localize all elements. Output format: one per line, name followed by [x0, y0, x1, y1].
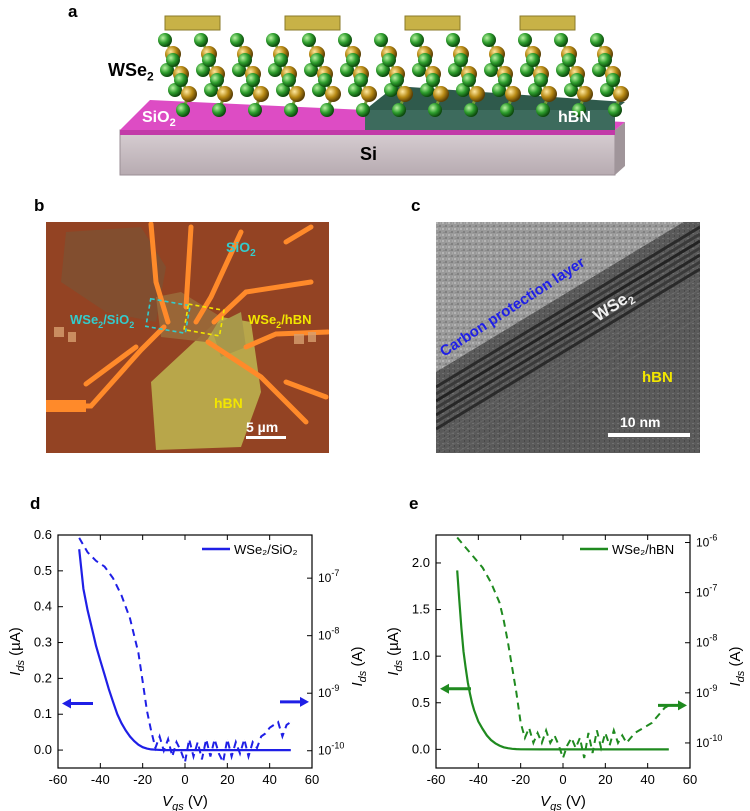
chart-d-x-tick-label: 40 [262, 772, 276, 787]
chart-d-y-axis-label: Ids (µA) [7, 627, 27, 676]
panel-label-d: d [30, 494, 41, 513]
chart-e-y-tick-label: 2.0 [412, 555, 430, 570]
chart-e-x-tick-label: -40 [469, 772, 488, 787]
chart-e-x-axis-label: Vgs (V) [540, 793, 586, 811]
chart-e-y2-tick-label: 10-9 [696, 683, 717, 700]
optical-micrograph: SiO2 WSe2/SiO2 WSe2/hBN hBN 5 µm [46, 222, 329, 453]
chart-e-x-tick-label: 60 [683, 772, 697, 787]
chart-e-x-tick-label: 20 [598, 772, 612, 787]
wse2-hbn-region-box [183, 303, 225, 337]
chart-d-y-tick-label: 0.0 [34, 742, 52, 757]
chart-d-y2-tick-label: 10-10 [318, 741, 344, 758]
panel-label-c: c [411, 196, 421, 215]
chart-d-x-axis-label: Vgs (V) [162, 793, 208, 811]
hbn-optical-label: hBN [214, 395, 243, 411]
chart-e-y2-tick-label: 10-6 [696, 533, 717, 550]
chart-e-plot-frame [435, 534, 691, 769]
chart-e-right-arrow-head [678, 700, 687, 711]
scale-bar-label-c: 10 nm [620, 414, 660, 430]
chart-e-left-arrow-head [440, 683, 449, 694]
chart-d-plot-frame [57, 534, 313, 769]
panel-label-a: a [68, 2, 78, 21]
transfer-curve-chart-wse2-hbn: -60 -40 -20 0 20 40 60 0.0 0.5 1.0 1.5 2.0 10-10 10-9… [385, 533, 747, 811]
chart-e-log-series-line [456, 536, 670, 762]
hbn-tem-label: hBN [642, 369, 673, 386]
scale-bar-b [246, 436, 286, 439]
chart-d-linear-series-line [78, 549, 291, 752]
chart-d-x-tick-label: 0 [181, 772, 188, 787]
chart-e-x-tick-label: 0 [559, 772, 566, 787]
wse2-hbn-label: WSe2/hBN [248, 312, 312, 330]
chart-e-y-tick-label: 0.0 [412, 741, 430, 756]
chart-e-linear-series-line [456, 570, 669, 751]
chart-e-x-tick-label: 40 [640, 772, 654, 787]
chart-d-y2-tick-label: 10-7 [318, 568, 339, 585]
electrodes [48, 222, 329, 425]
chart-e-x-tick-label: -20 [511, 772, 530, 787]
device-schematic: SiO2 hBN Si [119, 15, 629, 176]
gold-contacts [164, 15, 576, 31]
panel-label-b: b [34, 196, 45, 215]
chart-e-x-tick-label: -60 [427, 772, 446, 787]
wse2-fringes [436, 225, 700, 431]
wse2-schematic-label: WSe2 [108, 60, 154, 84]
chart-e-y-tick-label: 1.5 [412, 602, 430, 617]
chart-d-y2-tick-label: 10-9 [318, 683, 339, 700]
wse2-sio2-region-box [144, 297, 192, 335]
chart-e-y2-axis-label: Ids (A) [727, 647, 747, 687]
chart-e-y2-tick-label: 10-8 [696, 633, 717, 650]
si-label: Si [360, 144, 377, 164]
chart-e-y-tick-label: 0.5 [412, 695, 430, 710]
wse2-lattice [158, 33, 629, 117]
chart-d-x-tick-label: -40 [91, 772, 110, 787]
chart-d-x-tick-label: -60 [49, 772, 68, 787]
wse2-sio2-label: WSe2/SiO2 [70, 312, 134, 330]
hbn-front [365, 110, 615, 130]
sio2-optical-label: SiO2 [226, 239, 256, 259]
chart-d-y2-axis-label: Ids (A) [349, 647, 369, 687]
sio2-front [120, 130, 615, 135]
chart-d-x-tick-label: 60 [305, 772, 319, 787]
hbn-label: hBN [558, 109, 591, 126]
chart-d-x-tick-label: 20 [220, 772, 234, 787]
chart-e-y-axis-label: Ids (µA) [385, 627, 405, 676]
chart-d-y-tick-label: 0.3 [34, 635, 52, 650]
scale-bar-label-b: 5 µm [246, 419, 278, 435]
chart-d-y-tick-label: 0.5 [34, 563, 52, 578]
chart-d-right-arrow-head [300, 696, 309, 707]
chart-d-log-series-line [78, 537, 292, 766]
si-side [615, 122, 625, 175]
chart-e-legend-label: WSe₂/hBN [612, 542, 674, 557]
chart-d-y-tick-label: 0.6 [34, 527, 52, 542]
tem-micrograph: Carbon protection layer WSe2 hBN 10 nm [436, 222, 700, 453]
chart-e-y2-tick-label: 10-7 [696, 583, 717, 600]
chart-d-legend-label: WSe₂/SiO₂ [234, 542, 298, 557]
chart-d-y-tick-label: 0.4 [34, 599, 52, 614]
transfer-curve-chart-wse2-sio2: -60 -40 -20 0 20 40 60 0.0 0.1 0.2 0.3 0.4 0.5 0.6 10-… [7, 527, 369, 811]
chart-d-y-tick-label: 0.2 [34, 670, 52, 685]
chart-e-y-tick-label: 1.0 [412, 648, 430, 663]
chart-d-y2-tick-label: 10-8 [318, 626, 339, 643]
chart-d-left-arrow-head [62, 698, 71, 709]
chart-d-x-tick-label: -20 [133, 772, 152, 787]
scale-bar-c [608, 433, 690, 437]
panel-label-e: e [409, 494, 419, 513]
chart-d-y-tick-label: 0.1 [34, 706, 52, 721]
chart-e-y2-tick-label: 10-10 [696, 733, 722, 750]
sio2-label: SiO2 [142, 109, 176, 129]
